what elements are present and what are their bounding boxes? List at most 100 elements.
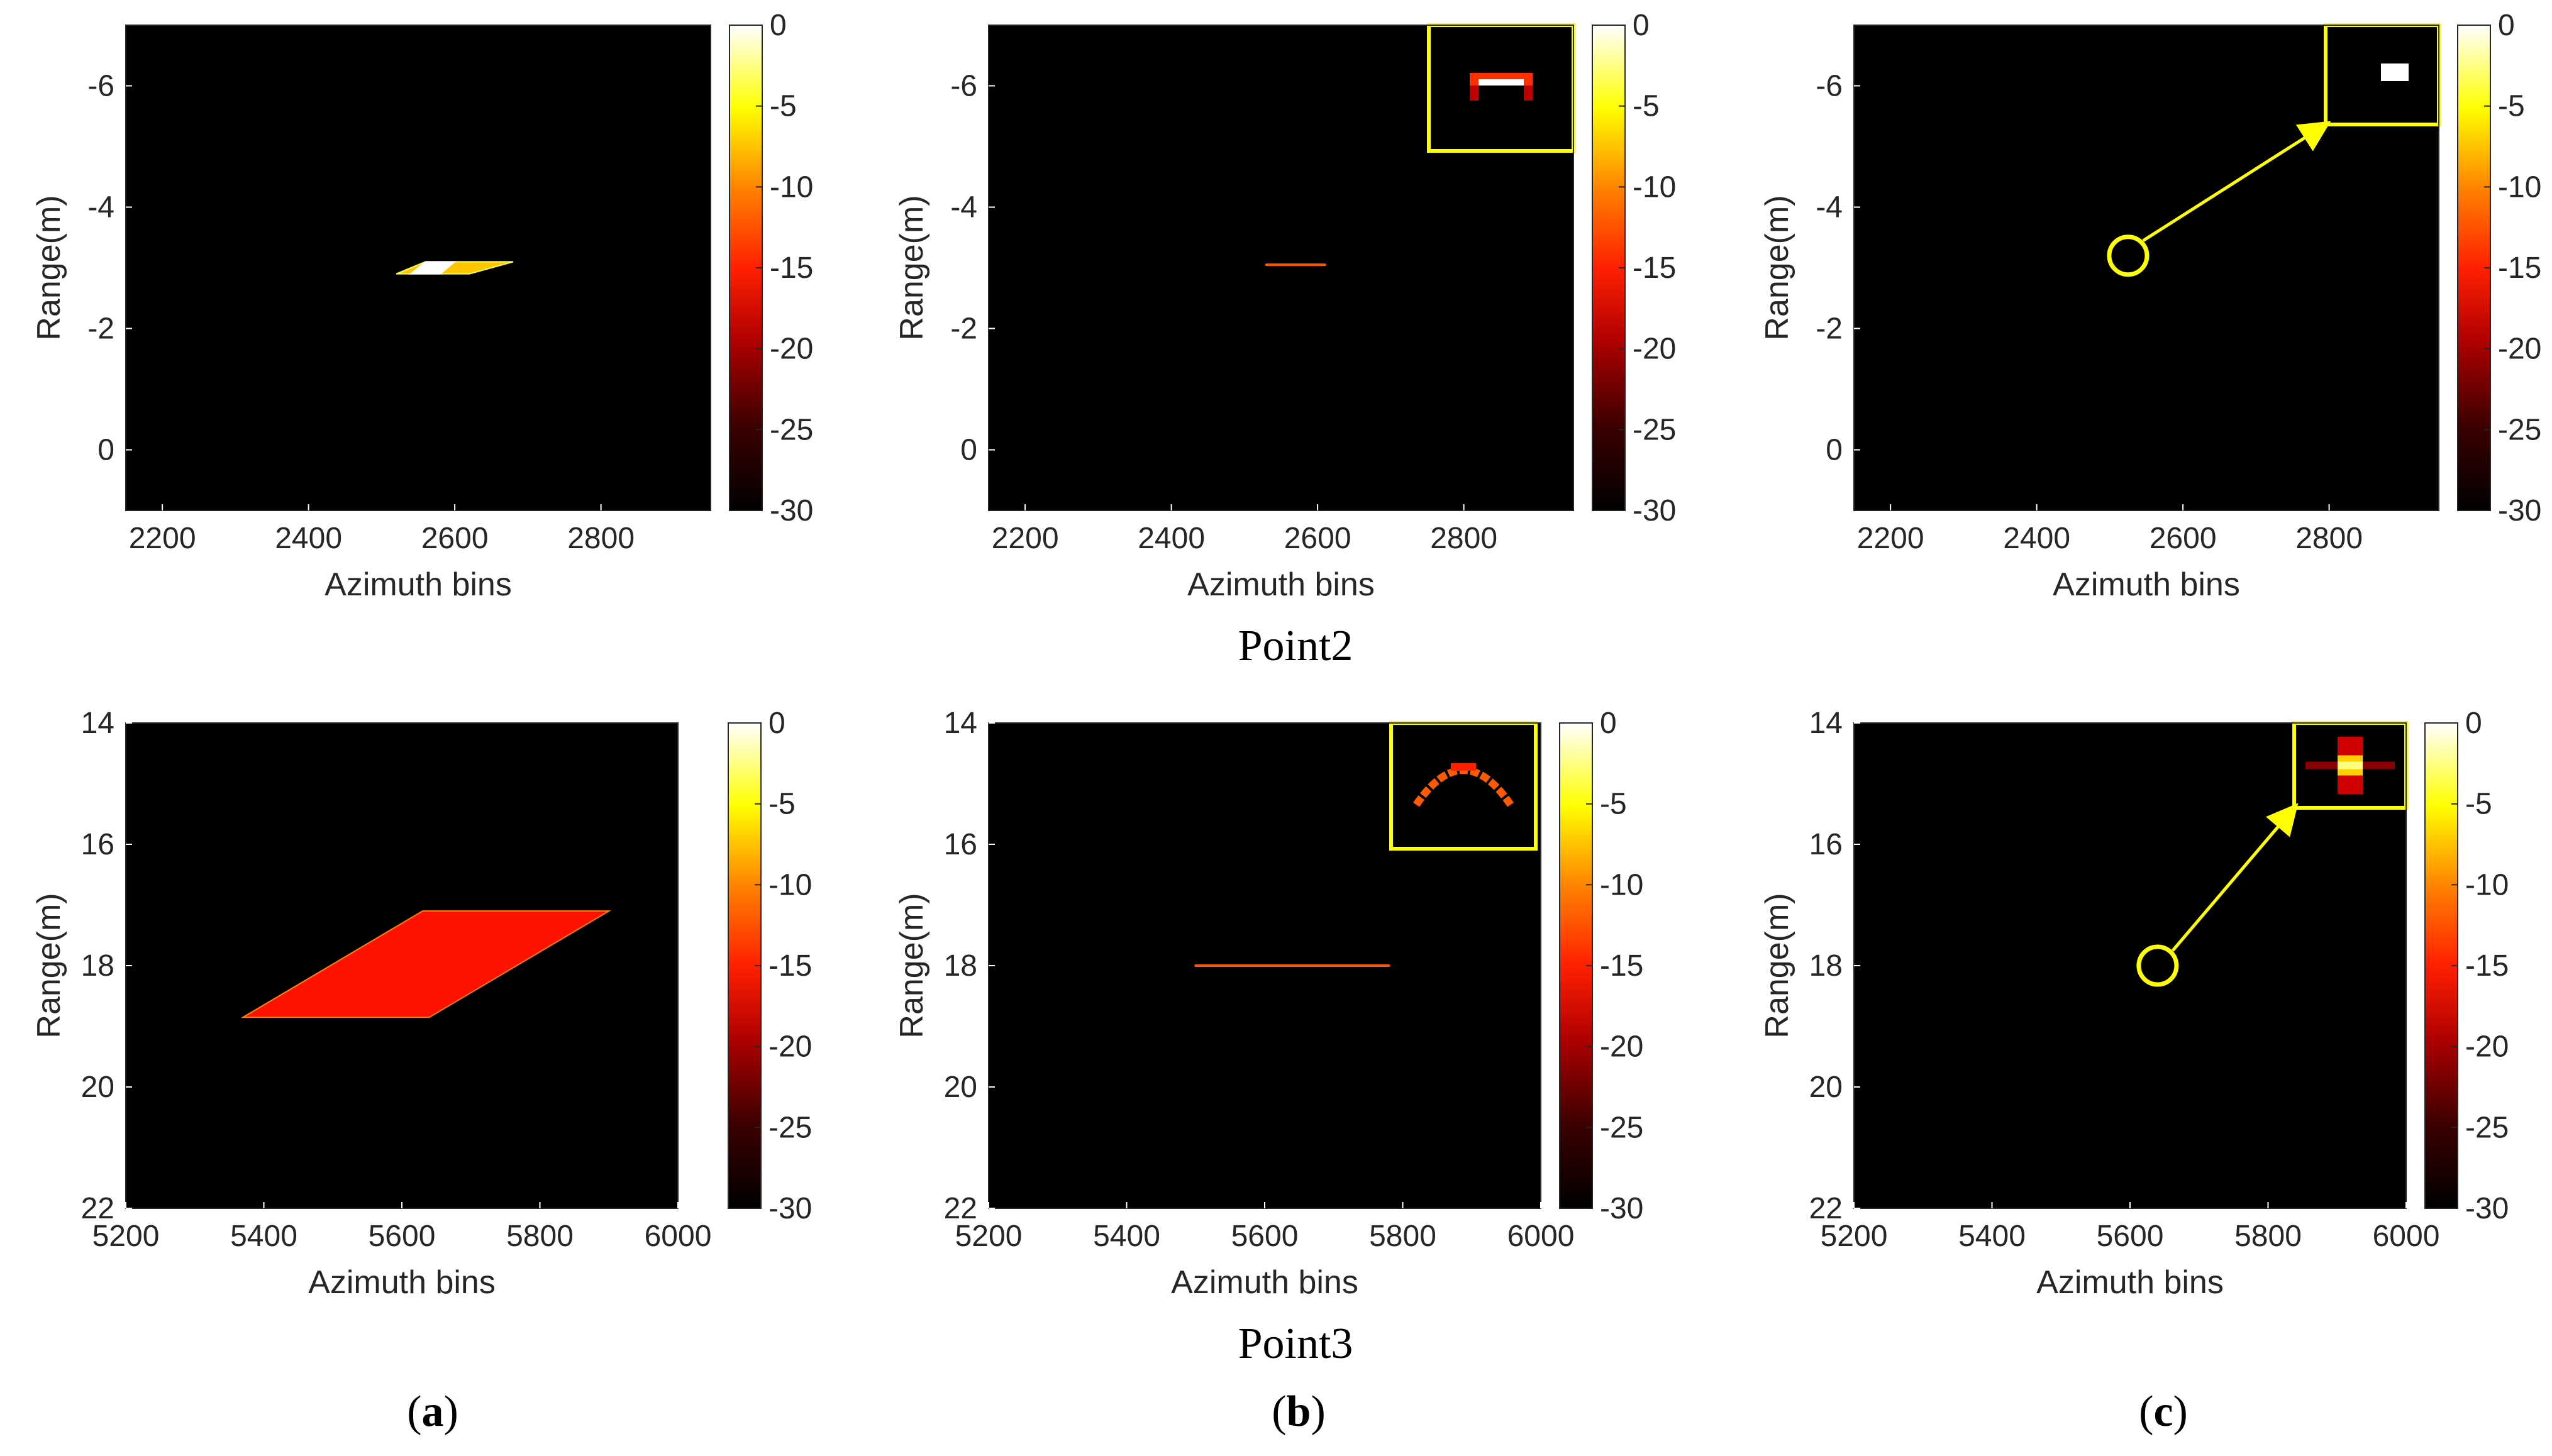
colorbar-tick-label: -25: [2465, 1111, 2509, 1144]
y-tick-label: 22: [1809, 1192, 1843, 1225]
zoom-inset: [2324, 23, 2441, 126]
x-axis-label: Azimuth bins: [2036, 1264, 2224, 1301]
x-tick-label: 5200: [1821, 1220, 1888, 1253]
x-tick-label: 5400: [1958, 1220, 2026, 1253]
colorbar-tick-label: -25: [2498, 413, 2541, 446]
x-tick-label: 5200: [955, 1220, 1023, 1253]
colorbar-tick-label: -10: [768, 868, 812, 902]
x-tick-label: 5600: [1231, 1220, 1299, 1253]
x-tick-label: 5400: [230, 1220, 297, 1253]
y-tick-label: -2: [950, 312, 977, 346]
panel-point3-a: 5200 5400 5600 5800 6000 14 16 18 20 22 Azimuth bi…: [31, 707, 812, 1301]
y-axis-label: Range(m): [1759, 195, 1795, 340]
colorbar-tick-label: -10: [770, 170, 813, 204]
inset-core: [1478, 79, 1524, 85]
colorbar-tick-label: -20: [1633, 333, 1676, 366]
y-tick-label: -4: [950, 191, 977, 224]
x-tick-label: 5800: [506, 1220, 574, 1253]
colorbar-tick-label: 0: [2498, 9, 2515, 42]
x-axis-label: Azimuth bins: [1171, 1264, 1358, 1301]
colorbar-tick-label: -5: [770, 90, 797, 123]
inset-core: [2338, 761, 2363, 769]
colorbar-tick-label: -30: [2498, 494, 2541, 527]
colorbar-tick-label: -20: [768, 1030, 812, 1064]
y-tick-label: 16: [944, 828, 977, 861]
target-marker-circle: [2136, 944, 2179, 987]
x-tick-label: 5400: [1093, 1220, 1160, 1253]
x-axis-label: Azimuth bins: [1187, 566, 1375, 603]
colorbar-tick-label: -20: [1600, 1030, 1643, 1064]
response-region: [409, 261, 457, 275]
colorbar-tick-label: -15: [1633, 251, 1676, 285]
x-tick-label: 2400: [2003, 522, 2070, 555]
y-tick-label: 0: [960, 434, 977, 467]
y-tick-label: 20: [81, 1071, 114, 1104]
y-tick-label: -6: [950, 70, 977, 103]
panel-point3-c: 5200 5400 5600 5800 6000 14 16 18 20 22 Azimuth bi…: [1759, 707, 2509, 1301]
colorbar-tick-label: -30: [1633, 494, 1676, 527]
x-tick-label: 5600: [369, 1220, 436, 1253]
zoom-inset: [2292, 721, 2408, 810]
y-axis-label: Range(m): [31, 195, 67, 340]
colorbar-tick-label: -25: [770, 413, 813, 446]
x-tick-label: 2800: [567, 522, 635, 555]
colorbar-tick-label: -15: [770, 251, 813, 285]
colorbar-tick-label: -10: [1633, 170, 1676, 204]
x-axis-label: Azimuth bins: [2053, 566, 2240, 603]
colorbar-tick-label: -25: [768, 1111, 812, 1144]
colorbar-tick-label: -5: [1633, 90, 1660, 123]
y-tick-label: 14: [1809, 707, 1843, 740]
y-axis-label: Range(m): [1759, 893, 1795, 1038]
x-tick-label: 6000: [1507, 1220, 1575, 1253]
colorbar-tick-label: 0: [768, 707, 785, 740]
y-axis-label: Range(m): [31, 893, 67, 1038]
y-axis-label: Range(m): [894, 893, 930, 1038]
y-tick-label: 0: [97, 434, 114, 467]
x-tick-label: 5200: [92, 1220, 160, 1253]
colorbar-tick-label: 0: [2465, 707, 2482, 740]
colorbar-tick-label: -5: [768, 788, 796, 821]
inset-lobe: [1470, 85, 1478, 101]
colorbar-tick-label: -5: [2498, 90, 2525, 123]
x-tick-label: 5800: [2234, 1220, 2302, 1253]
panel-label-a: (a): [407, 1387, 458, 1436]
colorbar-tick-label: -10: [2498, 170, 2541, 204]
x-tick-label: 6000: [2373, 1220, 2440, 1253]
colorbar-tick-label: 0: [1600, 707, 1617, 740]
y-tick-label: 18: [81, 949, 114, 983]
panel-label-c: (c): [2139, 1387, 2188, 1436]
colorbar-tick-label: -25: [1633, 413, 1676, 446]
y-tick-label: -6: [1816, 70, 1843, 103]
axes-frame: [1853, 25, 2439, 511]
x-tick-label: 2400: [1138, 522, 1205, 555]
zoom-inset: [1389, 721, 1538, 851]
axes-frame: [988, 25, 1574, 511]
target-marker-circle: [2107, 234, 2150, 277]
x-tick-label: 2200: [992, 522, 1059, 555]
y-tick-label: -2: [1816, 312, 1843, 346]
y-tick-label: 14: [944, 707, 977, 740]
colorbar-tick-label: -10: [2465, 868, 2509, 902]
y-tick-label: -2: [87, 312, 114, 346]
colorbar-tick-label: 0: [770, 9, 787, 42]
y-tick-label: -6: [87, 70, 114, 103]
colorbar-tick-label: -5: [1600, 788, 1627, 821]
colorbar-tick-label: -15: [2498, 251, 2541, 285]
x-tick-label: 2200: [1857, 522, 1924, 555]
panel-point3-b: 5200 5400 5600 5800 6000 14 16 18 20 22 Azimuth bi…: [894, 707, 1643, 1301]
colorbar-tick-label: -5: [2465, 788, 2492, 821]
y-tick-label: -4: [1816, 191, 1843, 224]
colorbar-tick-label: -10: [1600, 868, 1643, 902]
x-tick-label: 2200: [129, 522, 196, 555]
y-tick-label: 16: [1809, 828, 1843, 861]
y-tick-label: 18: [1809, 949, 1843, 983]
inset-core: [1451, 763, 1476, 771]
x-tick-label: 5600: [2097, 1220, 2164, 1253]
inset-lobe: [1524, 85, 1533, 101]
x-tick-label: 5800: [1369, 1220, 1436, 1253]
panel-label-b: (b): [1272, 1387, 1326, 1436]
